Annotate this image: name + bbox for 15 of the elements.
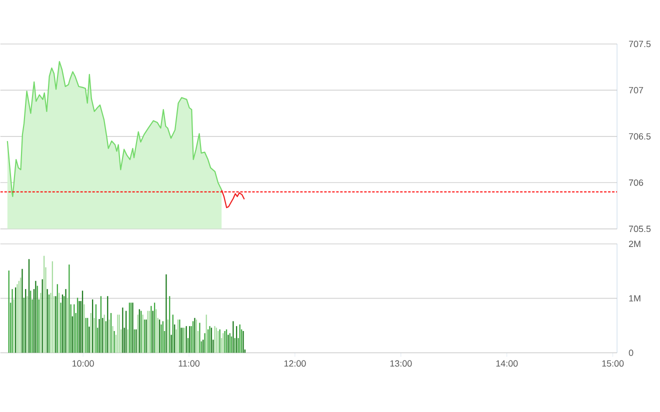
- x-tick-label: 10:00: [72, 360, 94, 367]
- line-series: [221, 190, 245, 208]
- y-tick-label: 707: [629, 87, 644, 94]
- x-tick-label: 12:00: [284, 360, 306, 367]
- x-tick-label: 11:00: [178, 360, 200, 367]
- y-tick-label: 705.5: [629, 226, 651, 232]
- y-tick-label: 1M: [629, 295, 640, 302]
- y-tick-label: 706.5: [629, 133, 651, 140]
- y-tick-label: 706: [629, 180, 644, 186]
- x-tick-label: 14:00: [496, 360, 518, 367]
- y-tick-label: 707.5: [629, 40, 651, 48]
- y-tick-label: 0: [628, 350, 634, 356]
- y-tick-label: 2M: [629, 240, 640, 248]
- x-tick-label: 15:00: [602, 360, 624, 367]
- x-tick-label: 13:00: [390, 360, 412, 367]
